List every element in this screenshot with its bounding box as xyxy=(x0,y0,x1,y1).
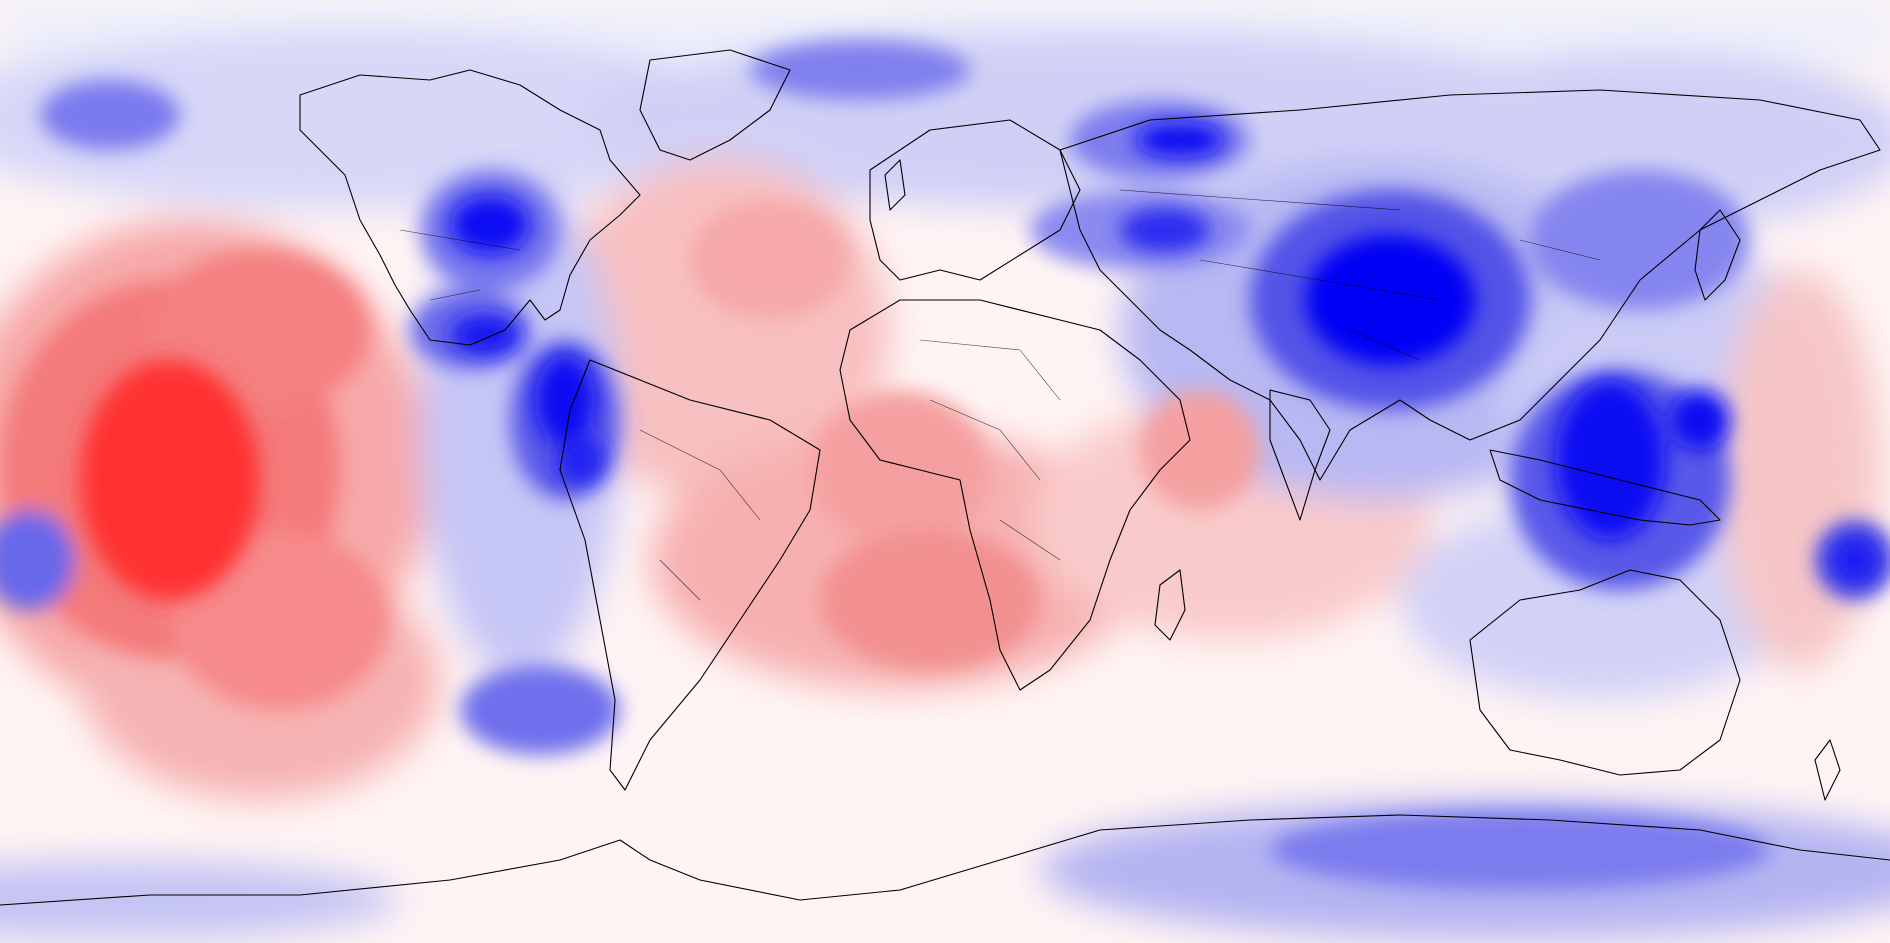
country-borders xyxy=(399,189,1601,601)
antarctica-coastline xyxy=(0,814,1890,906)
greenland-coastline xyxy=(639,49,791,161)
uk-coastline xyxy=(884,159,906,211)
africa-coastline xyxy=(839,299,1191,691)
anomaly-field-strong-cores xyxy=(80,122,1880,600)
coastlines xyxy=(0,49,1890,906)
japan-coastline xyxy=(1694,209,1741,301)
australia-coastline xyxy=(1469,569,1741,776)
asia-coastline xyxy=(1059,89,1881,481)
indonesia-coastline xyxy=(1489,449,1721,526)
europe-coastline xyxy=(869,119,1081,281)
india-coastline xyxy=(1269,389,1331,521)
new-zealand-coastline xyxy=(1814,739,1841,801)
madagascar-coastline xyxy=(1154,569,1186,641)
south-america-coastline xyxy=(559,359,821,791)
north-america-coastline xyxy=(299,69,641,346)
